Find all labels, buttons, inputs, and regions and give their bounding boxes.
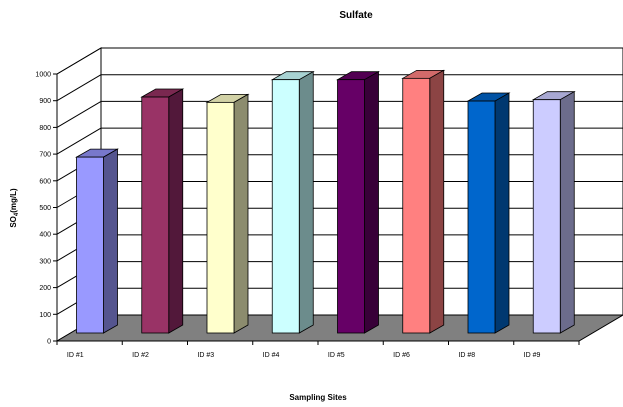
bar-front (76, 156, 104, 334)
x-tick-label: ID #2 (132, 352, 149, 359)
bar-side (559, 91, 575, 334)
x-tick-label: ID #6 (393, 352, 410, 359)
x-ticks (56, 341, 580, 345)
y-tick-label: 800 (39, 125, 51, 132)
bar-front (402, 77, 431, 334)
y-tick-label: 200 (39, 285, 51, 292)
bar-side (494, 92, 510, 334)
chart-title: Sulfate (339, 10, 373, 21)
gridline-depth (56, 100, 102, 128)
x-tick-label: ID #5 (328, 352, 345, 359)
x-tick-label: ID #8 (458, 352, 475, 359)
bar-side (168, 88, 184, 334)
bar (531, 91, 576, 334)
bar-side (364, 70, 379, 334)
y-tick-label: 500 (39, 205, 51, 212)
bar-side (429, 69, 445, 334)
y-tick-label: 300 (39, 258, 51, 265)
y-axis-title-main: SO (9, 216, 18, 228)
y-tick-label: 400 (39, 232, 51, 239)
bar-side (298, 70, 314, 334)
gridline-depth (56, 127, 102, 155)
y-tick-label: 100 (39, 312, 51, 319)
y-tick-label: 0 (47, 339, 51, 346)
bar-front (206, 101, 235, 334)
bar-front (532, 99, 561, 334)
x-axis-title: Sampling Sites (289, 393, 347, 402)
y-axis-title-sub: 4 (14, 212, 20, 216)
y-axis: 0 100 200 300 400 500 600 700 800 900 1000 (35, 72, 58, 346)
x-tick-label: ID #9 (524, 352, 541, 359)
x-tick-labels: ID #1 ID #2 ID #3 ID #4 ID #5 ID #6 ID #8 ID #9 (67, 352, 541, 359)
bar (74, 148, 120, 334)
bar (335, 70, 381, 334)
bar (466, 92, 511, 334)
gridline-depth (56, 74, 102, 102)
gridline-depth (56, 47, 102, 75)
bars (74, 69, 576, 334)
bar (401, 69, 446, 334)
x-tick-label: ID #4 (263, 352, 280, 359)
bar (205, 93, 250, 334)
bar-side (233, 93, 249, 334)
bar (140, 88, 185, 334)
bar (270, 70, 315, 334)
y-tick-label: 600 (39, 178, 51, 185)
y-axis-title: SO4(mg/L) (9, 188, 20, 228)
y-tick-label: 1000 (35, 72, 51, 79)
bar-side (103, 148, 118, 334)
y-tick-label: 900 (39, 98, 51, 105)
bar-front (337, 79, 365, 334)
y-axis-title-unit: (mg/L) (9, 188, 18, 213)
bar-front (467, 100, 496, 334)
bar-front (141, 96, 170, 334)
x-tick-label: ID #3 (197, 352, 214, 359)
bar-front (271, 79, 300, 334)
x-tick-label: ID #1 (67, 352, 84, 359)
y-tick-label: 700 (39, 152, 51, 159)
